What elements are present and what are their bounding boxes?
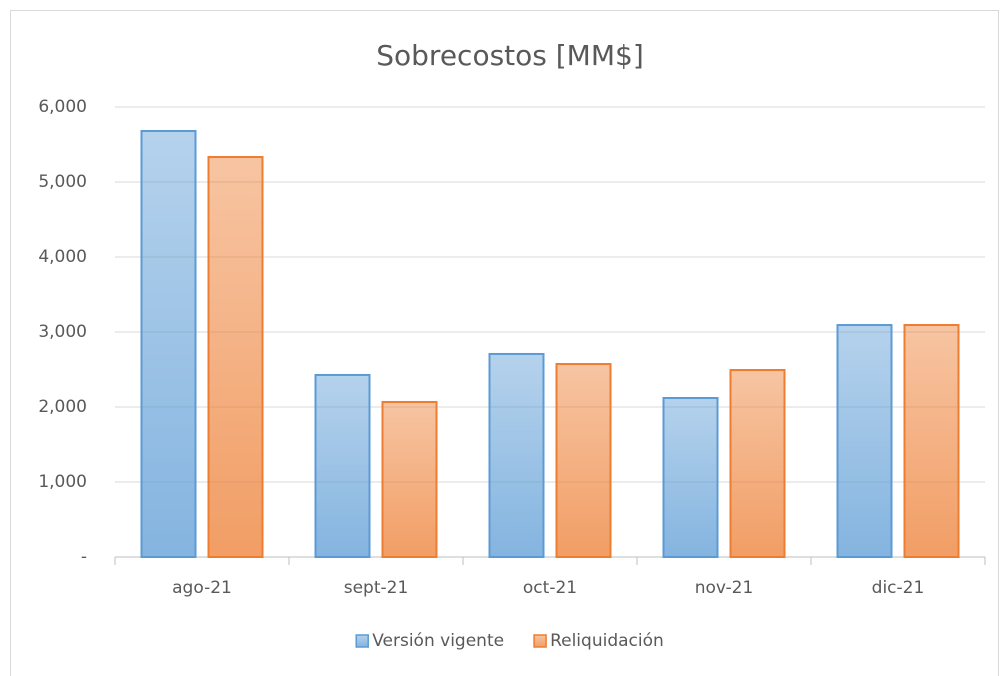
x-tick-label: ago-21 bbox=[172, 578, 232, 598]
bar bbox=[555, 363, 612, 558]
x-tick-label: oct-21 bbox=[523, 578, 577, 598]
y-tick-label: 6,000 bbox=[38, 97, 87, 117]
bar bbox=[662, 397, 719, 558]
y-tick-label: 4,000 bbox=[38, 247, 87, 267]
bar bbox=[314, 373, 371, 558]
x-tick-label: sept-21 bbox=[344, 578, 409, 598]
y-tick-label: 1,000 bbox=[38, 472, 87, 492]
x-tick-label: nov-21 bbox=[695, 578, 754, 598]
y-tick-label: 3,000 bbox=[38, 322, 87, 342]
legend-swatch bbox=[355, 634, 369, 648]
y-tick-label: 2,000 bbox=[38, 397, 87, 417]
bar bbox=[207, 156, 264, 558]
y-tick-label: 5,000 bbox=[38, 172, 87, 192]
legend-swatch bbox=[533, 634, 547, 648]
bar bbox=[140, 130, 197, 558]
bar bbox=[488, 352, 545, 558]
bar bbox=[381, 400, 438, 558]
x-tick-label: dic-21 bbox=[872, 578, 925, 598]
legend-label: Versión vigente bbox=[372, 631, 504, 651]
bar bbox=[903, 324, 960, 558]
y-tick-label: - bbox=[81, 547, 87, 567]
legend-label: Reliquidación bbox=[550, 631, 664, 651]
chart-title: Sobrecostos [MM$] bbox=[376, 39, 644, 72]
bar bbox=[729, 369, 786, 558]
bar bbox=[836, 324, 893, 558]
